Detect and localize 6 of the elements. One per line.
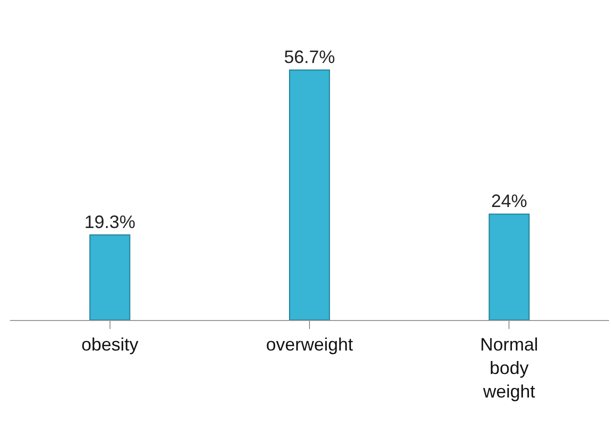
x-tick-label: Normal body weight — [480, 334, 538, 402]
x-tick-label: overweight — [266, 334, 354, 355]
data-label: 56.7% — [284, 47, 336, 67]
x-tick-label: obesity — [81, 334, 138, 355]
data-label: 24% — [491, 191, 528, 212]
data-label: 19.3% — [84, 212, 136, 232]
